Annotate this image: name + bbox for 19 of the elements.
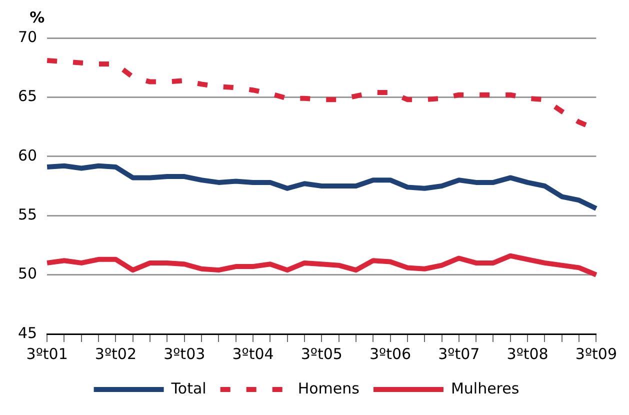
y-axis-title: % xyxy=(30,8,45,26)
y-tick-label: 55 xyxy=(18,205,38,224)
x-tick-label: 3ºt08 xyxy=(506,344,548,363)
x-tick-label: 3ºt05 xyxy=(300,344,342,363)
y-tick-label: 50 xyxy=(18,264,38,283)
x-tick-label: 3ºt01 xyxy=(26,344,68,363)
x-tick-label: 3ºt03 xyxy=(164,344,206,363)
y-tick-label: 70 xyxy=(18,28,38,46)
x-tick-label: 3ºt06 xyxy=(369,344,412,363)
legend-label: Homens xyxy=(298,379,360,398)
y-tick-label: 45 xyxy=(18,324,38,342)
y-tick-label: 60 xyxy=(18,146,38,164)
x-tick-label: 3ºt07 xyxy=(438,344,480,363)
x-tick-label: 3ºt09 xyxy=(575,344,618,363)
legend-label: Total xyxy=(170,379,206,398)
legend-label: Mulheres xyxy=(450,379,520,398)
x-tick-label: 3ºt04 xyxy=(232,344,274,363)
x-tick-label: 3ºt02 xyxy=(94,344,137,363)
y-tick-label: 65 xyxy=(18,87,38,106)
